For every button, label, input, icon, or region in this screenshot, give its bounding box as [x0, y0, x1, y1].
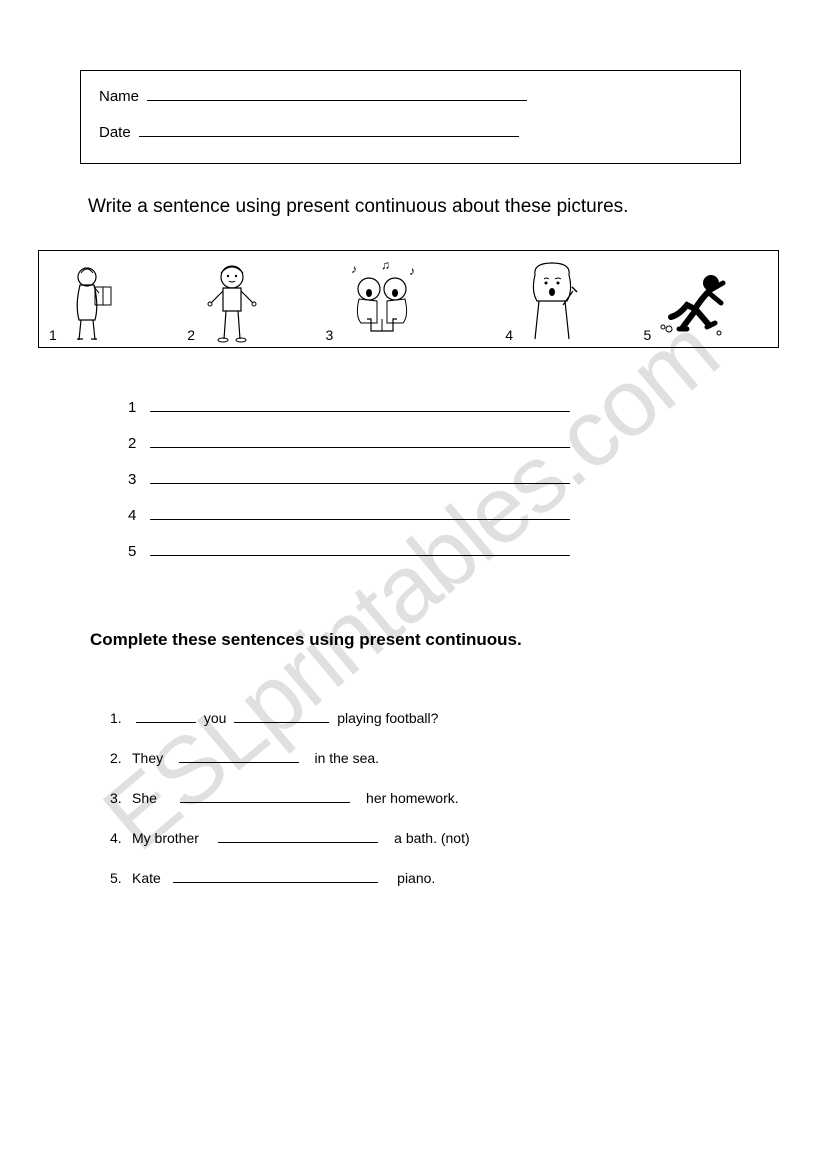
picture-number: 4: [505, 327, 513, 343]
answer-line[interactable]: [150, 398, 570, 412]
answer-line[interactable]: [150, 542, 570, 556]
picture-cell-4: 4: [505, 261, 643, 343]
picture-cell-3: 3 ♪ ♫ ♪: [326, 261, 506, 343]
fill-blank[interactable]: [136, 711, 196, 723]
svg-text:♪: ♪: [351, 262, 357, 276]
fill-row: 2. They in the sea.: [110, 750, 741, 766]
fill-text: She her homework.: [132, 790, 459, 806]
fill-blank[interactable]: [234, 711, 329, 723]
answer-row: 1: [128, 398, 741, 416]
header-box: Name Date: [80, 70, 741, 164]
picture-number: 5: [644, 327, 652, 343]
answer-line[interactable]: [150, 506, 570, 520]
answer-row: 3: [128, 470, 741, 488]
fill-blank[interactable]: [218, 831, 378, 843]
picture-number: 3: [326, 327, 334, 343]
picture-cell-1: 1: [49, 265, 187, 343]
svg-text:♪: ♪: [409, 264, 415, 278]
picture-boy-standing-icon: [203, 263, 261, 343]
answer-line[interactable]: [150, 434, 570, 448]
fill-row: 4. My brother a bath. (not): [110, 830, 741, 846]
fill-word: piano.: [397, 870, 435, 886]
fill-sentences-block: 1. you playing football? 2. They in the …: [110, 710, 741, 886]
picture-girl-eating-icon: [521, 261, 583, 343]
fill-word: They: [132, 750, 163, 766]
name-label: Name: [99, 88, 139, 105]
fill-word: Kate: [132, 870, 161, 886]
fill-text: Kate piano.: [132, 870, 435, 886]
picture-girl-reading-icon: [65, 265, 119, 343]
answer-number: 1: [128, 399, 150, 416]
date-row: Date: [99, 123, 722, 141]
fill-blank[interactable]: [179, 751, 299, 763]
fill-word: My brother: [132, 830, 199, 846]
picture-cell-2: 2: [187, 263, 325, 343]
answer-number: 4: [128, 507, 150, 524]
fill-row: 3. She her homework.: [110, 790, 741, 806]
answer-line[interactable]: [150, 470, 570, 484]
worksheet-page: Name Date Write a sentence using present…: [0, 0, 821, 950]
date-label: Date: [99, 124, 131, 141]
picture-number: 1: [49, 327, 57, 343]
fill-text: My brother a bath. (not): [132, 830, 470, 846]
name-row: Name: [99, 87, 722, 105]
answer-number: 5: [128, 543, 150, 560]
fill-number: 1.: [110, 710, 132, 726]
name-input-line[interactable]: [147, 87, 527, 101]
answer-number: 3: [128, 471, 150, 488]
fill-word: playing football?: [337, 710, 438, 726]
answer-lines-block: 1 2 3 4 5: [128, 398, 741, 560]
answer-number: 2: [128, 435, 150, 452]
fill-number: 5.: [110, 870, 132, 886]
fill-row: 5. Kate piano.: [110, 870, 741, 886]
fill-word: you: [204, 710, 227, 726]
fill-number: 2.: [110, 750, 132, 766]
fill-word: her homework.: [366, 790, 459, 806]
fill-word: in the sea.: [314, 750, 379, 766]
instruction-2: Complete these sentences using present c…: [90, 630, 731, 650]
fill-text: They in the sea.: [132, 750, 379, 766]
picture-running-icon: [659, 271, 737, 343]
fill-number: 3.: [110, 790, 132, 806]
answer-row: 5: [128, 542, 741, 560]
fill-word: a bath. (not): [394, 830, 470, 846]
fill-row: 1. you playing football?: [110, 710, 741, 726]
picture-box: 1 2: [38, 250, 779, 348]
fill-number: 4.: [110, 830, 132, 846]
fill-blank[interactable]: [180, 791, 350, 803]
fill-text: you playing football?: [132, 710, 438, 726]
fill-word: She: [132, 790, 157, 806]
date-input-line[interactable]: [139, 123, 519, 137]
fill-blank[interactable]: [173, 871, 378, 883]
svg-text:♫: ♫: [381, 261, 390, 272]
answer-row: 4: [128, 506, 741, 524]
picture-cell-5: 5: [644, 271, 768, 343]
picture-children-singing-icon: ♪ ♫ ♪: [341, 261, 427, 343]
answer-row: 2: [128, 434, 741, 452]
instruction-1: Write a sentence using present continuou…: [88, 194, 733, 220]
picture-number: 2: [187, 327, 195, 343]
